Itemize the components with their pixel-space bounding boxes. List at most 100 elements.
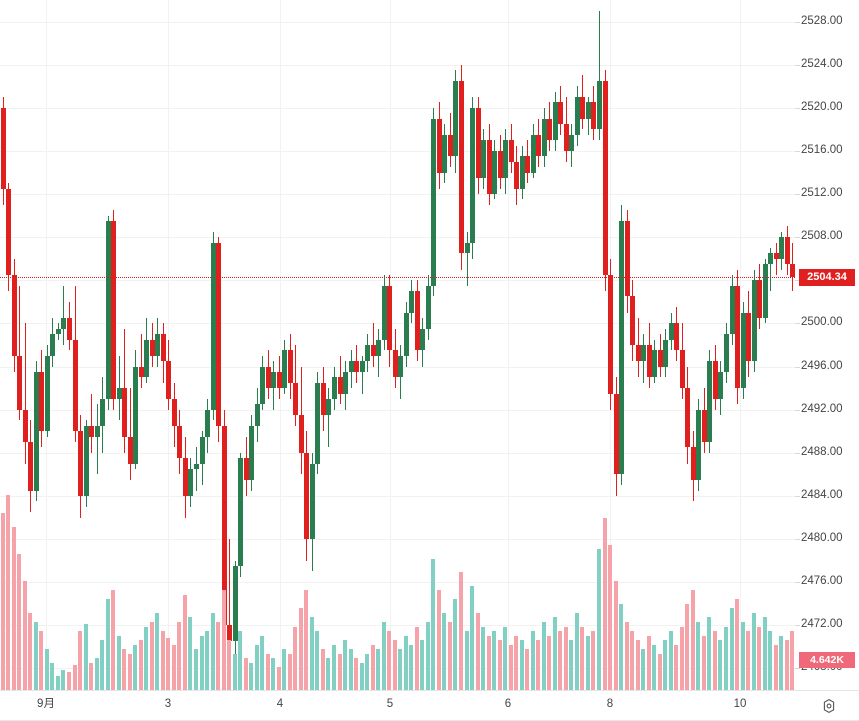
- price-pane[interactable]: [0, 0, 795, 690]
- price-axis-label: 2516.00: [801, 144, 843, 156]
- volume-bar: [465, 631, 469, 690]
- volume-bar: [514, 635, 518, 690]
- volume-bar: [470, 585, 474, 690]
- volume-bar: [376, 649, 380, 690]
- volume-bar: [310, 617, 314, 690]
- price-axis-label: 2508.00: [801, 230, 843, 242]
- price-axis[interactable]: 2528.00 2524.00 2520.00 2516.00 2512.00 2508.…: [795, 0, 859, 690]
- volume-bar: [492, 631, 496, 690]
- price-axis-label: 2528.00: [801, 15, 843, 27]
- axis-tick: [795, 668, 800, 669]
- volume-bar: [415, 626, 419, 690]
- price-axis-label: 2496.00: [801, 360, 843, 372]
- volume-bar: [360, 662, 364, 690]
- volume-bar: [6, 495, 10, 690]
- volume-bar: [266, 653, 270, 690]
- time-axis-label: 5: [386, 698, 394, 710]
- volume-bar: [271, 658, 275, 690]
- price-axis-label: 2488.00: [801, 446, 843, 458]
- volume-bar: [166, 637, 170, 690]
- gridline: [0, 22, 795, 23]
- volume-bar: [398, 649, 402, 690]
- volume-bar: [244, 658, 248, 690]
- plot-area[interactable]: [0, 0, 795, 690]
- time-axis-label: 8: [606, 698, 614, 710]
- volume-bar: [580, 626, 584, 690]
- gridline: [280, 0, 281, 690]
- volume-bar: [338, 653, 342, 690]
- volume-bar: [487, 635, 491, 690]
- volume-bar: [680, 626, 684, 690]
- volume-bar: [713, 631, 717, 690]
- volume-bar: [139, 640, 143, 690]
- last-price-badge[interactable]: 2504.34: [799, 269, 855, 286]
- volume-bar: [89, 662, 93, 690]
- last-price-line: [0, 277, 795, 278]
- axis-tick: [795, 367, 800, 368]
- volume-bar: [233, 653, 237, 690]
- axis-tick: [795, 65, 800, 66]
- volume-bar: [724, 626, 728, 690]
- volume-bar: [509, 644, 513, 690]
- volume-bar: [569, 640, 573, 690]
- volume-pane[interactable]: [0, 0, 795, 690]
- volume-bar: [393, 640, 397, 690]
- volume-bar: [702, 635, 706, 690]
- volume-bar: [547, 635, 551, 690]
- volume-bar: [741, 621, 745, 690]
- volume-bar: [498, 640, 502, 690]
- volume-bar: [222, 590, 226, 690]
- volume-bar: [586, 635, 590, 690]
- axis-tick: [795, 237, 800, 238]
- volume-bar: [790, 631, 794, 690]
- volume-bar: [437, 590, 441, 690]
- gridline: [740, 0, 741, 690]
- volume-bar: [365, 653, 369, 690]
- gridline: [46, 0, 47, 690]
- volume-bar: [172, 644, 176, 690]
- axis-tick: [795, 194, 800, 195]
- volume-bar: [12, 526, 16, 690]
- volume-bar: [343, 640, 347, 690]
- gear-icon[interactable]: [819, 696, 839, 716]
- gridline: [0, 280, 795, 281]
- volume-bar: [227, 640, 231, 690]
- axis-tick: [795, 496, 800, 497]
- volume-bar: [100, 640, 104, 690]
- volume-bar: [536, 640, 540, 690]
- time-axis-label: 6: [504, 698, 512, 710]
- volume-bar: [542, 621, 546, 690]
- volume-bar: [255, 644, 259, 690]
- volume-bar: [288, 653, 292, 690]
- volume-bar: [785, 640, 789, 690]
- axis-tick: [795, 625, 800, 626]
- volume-bar: [23, 581, 27, 690]
- volume-bar: [387, 631, 391, 690]
- volume-bar: [321, 649, 325, 690]
- volume-bar: [326, 658, 330, 690]
- volume-bar: [779, 635, 783, 690]
- gridline: [0, 108, 795, 109]
- volume-bar: [249, 662, 253, 690]
- time-axis[interactable]: 9月 3 4 5 6 8 10: [0, 691, 795, 721]
- volume-bar: [603, 517, 607, 690]
- price-axis-label: 2500.00: [801, 316, 843, 328]
- volume-bar: [238, 631, 242, 690]
- volume-bar: [177, 621, 181, 690]
- last-volume-badge[interactable]: 4.642K: [799, 652, 855, 668]
- volume-bar: [614, 581, 618, 690]
- volume-bar: [293, 626, 297, 690]
- time-axis-label: 9月: [37, 698, 55, 710]
- gridline: [0, 453, 795, 454]
- price-axis-label: 2524.00: [801, 58, 843, 70]
- axis-tick: [795, 410, 800, 411]
- volume-bar: [315, 631, 319, 690]
- price-axis-label: 2512.00: [801, 187, 843, 199]
- volume-bar: [453, 599, 457, 690]
- volume-bar: [564, 626, 568, 690]
- volume-bar: [625, 621, 629, 690]
- price-axis-label: 2476.00: [801, 575, 843, 587]
- gridline: [0, 237, 795, 238]
- volume-bar: [525, 649, 529, 690]
